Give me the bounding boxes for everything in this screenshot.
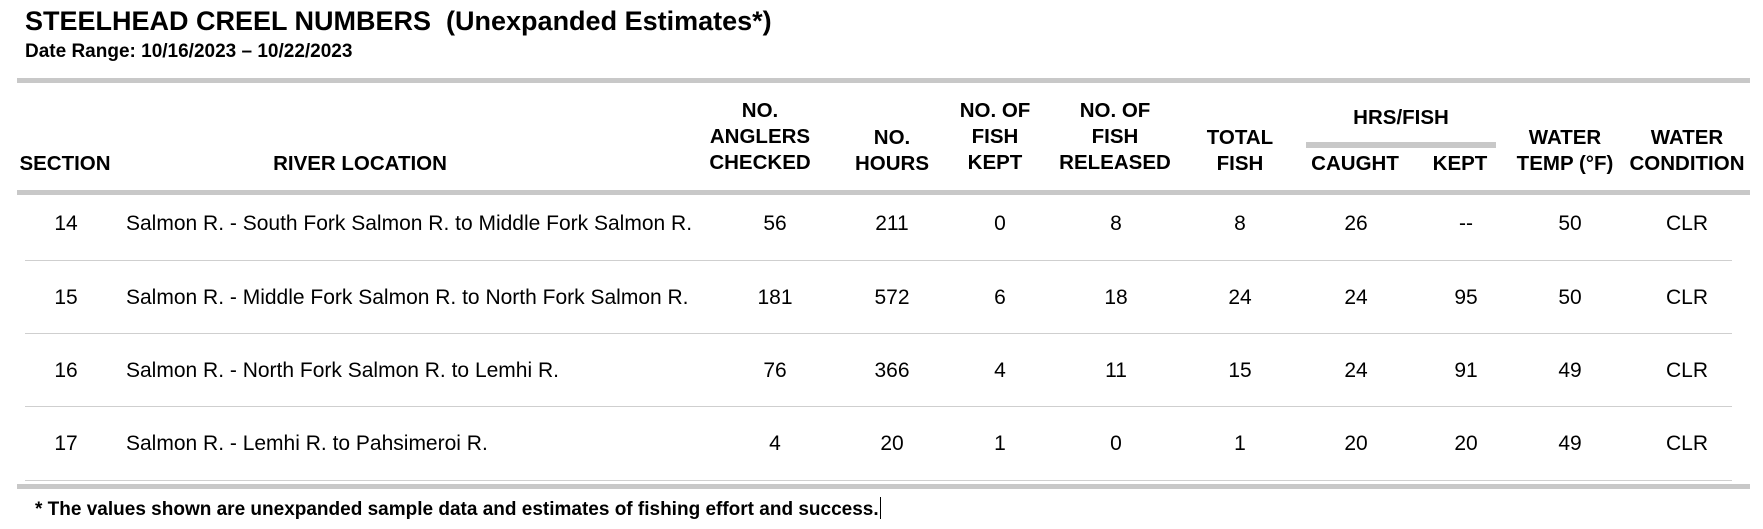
cell-kept: 1 — [994, 432, 1006, 455]
cell-anglers: 4 — [769, 432, 781, 455]
header-water-condition: WATER CONDITION — [1629, 126, 1745, 175]
header-hours: NO. HOURS — [854, 126, 930, 175]
bottom-rule — [17, 484, 1750, 489]
cell-released: 18 — [1104, 286, 1128, 309]
cell-temp: 49 — [1558, 432, 1582, 455]
cell-released: 0 — [1110, 432, 1122, 455]
cell-section: 17 — [54, 432, 78, 455]
row-divider — [25, 333, 1732, 334]
table-row: 16 Salmon R. - North Fork Salmon R. to L… — [0, 334, 1763, 407]
cell-location: Salmon R. - Lemhi R. to Pahsimeroi R. — [126, 432, 488, 455]
header-rule — [17, 190, 1750, 195]
header-section: SECTION — [19, 152, 111, 175]
cell-hrs-kept: 95 — [1454, 286, 1478, 309]
table-row: 15 Salmon R. - Middle Fork Salmon R. to … — [0, 261, 1763, 334]
cell-total: 15 — [1228, 359, 1252, 382]
cell-temp: 49 — [1558, 359, 1582, 382]
cell-released: 8 — [1110, 212, 1122, 235]
cell-hrs-caught: 24 — [1344, 286, 1368, 309]
cell-anglers: 56 — [763, 212, 787, 235]
cell-location: Salmon R. - South Fork Salmon R. to Midd… — [126, 212, 693, 235]
row-divider — [25, 260, 1732, 261]
cell-location: Salmon R. - North Fork Salmon R. to Lemh… — [126, 359, 559, 382]
cell-anglers: 76 — [763, 359, 787, 382]
cell-section: 15 — [54, 286, 78, 309]
cell-total: 24 — [1228, 286, 1252, 309]
text-cursor — [879, 497, 881, 519]
header-kept-sub: KEPT — [1432, 152, 1488, 175]
cell-section: 16 — [54, 359, 78, 382]
cell-total: 1 — [1234, 432, 1246, 455]
cell-condition: CLR — [1665, 432, 1708, 455]
cell-temp: 50 — [1558, 212, 1582, 235]
cell-kept: 4 — [994, 359, 1006, 382]
report-title: STEELHEAD CREEL NUMBERS (Unexpanded Esti… — [25, 6, 772, 36]
header-caught: CAUGHT — [1311, 152, 1399, 175]
cell-hrs-caught: 24 — [1344, 359, 1368, 382]
header-hrs-per-fish: HRS/FISH — [1353, 106, 1449, 129]
cell-anglers: 181 — [757, 286, 793, 309]
cell-temp: 50 — [1558, 286, 1582, 309]
cell-hours: 366 — [874, 359, 910, 382]
cell-hrs-kept: -- — [1459, 212, 1473, 235]
header-fish-released: NO. OF FISH RELEASED — [1059, 99, 1171, 174]
table-row: 17 Salmon R. - Lemhi R. to Pahsimeroi R.… — [0, 407, 1763, 480]
cell-total: 8 — [1234, 212, 1246, 235]
cell-hours: 20 — [880, 432, 904, 455]
cell-hours: 572 — [874, 286, 910, 309]
row-divider — [25, 480, 1732, 481]
row-divider — [25, 406, 1732, 407]
cell-condition: CLR — [1665, 212, 1708, 235]
hrs-per-fish-bar — [1306, 142, 1496, 148]
cell-location: Salmon R. - Middle Fork Salmon R. to Nor… — [126, 286, 689, 309]
cell-kept: 0 — [994, 212, 1006, 235]
table-row: 14 Salmon R. - South Fork Salmon R. to M… — [0, 187, 1763, 260]
header-water-temp: WATER TEMP (°F) — [1516, 126, 1614, 175]
header-river-location: RIVER LOCATION — [273, 152, 447, 175]
footnote[interactable]: * The values shown are unexpanded sample… — [35, 497, 881, 521]
cell-section: 14 — [54, 212, 78, 235]
cell-kept: 6 — [994, 286, 1006, 309]
cell-hrs-caught: 26 — [1344, 212, 1368, 235]
footnote-text: * The values shown are unexpanded sample… — [35, 499, 879, 520]
cell-condition: CLR — [1665, 359, 1708, 382]
header-anglers-checked: NO. ANGLERS CHECKED — [709, 99, 811, 174]
cell-hrs-kept: 91 — [1454, 359, 1478, 382]
cell-hours: 211 — [875, 212, 909, 235]
cell-released: 11 — [1105, 359, 1127, 382]
top-rule — [17, 78, 1750, 83]
header-fish-kept: NO. OF FISH KEPT — [959, 99, 1031, 174]
cell-hrs-caught: 20 — [1344, 432, 1368, 455]
header-total-fish: TOTAL FISH — [1206, 126, 1274, 175]
cell-hrs-kept: 20 — [1454, 432, 1478, 455]
cell-condition: CLR — [1665, 286, 1708, 309]
date-range: Date Range: 10/16/2023 – 10/22/2023 — [25, 41, 353, 62]
